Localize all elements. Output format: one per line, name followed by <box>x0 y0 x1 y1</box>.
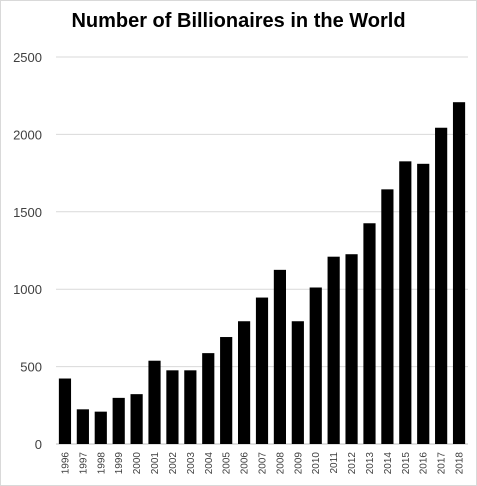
bar-1999 <box>112 397 125 444</box>
bar-2018 <box>452 102 466 444</box>
bar-1998 <box>94 411 107 444</box>
x-tick-label: 2017 <box>437 452 448 475</box>
x-tick-label: 2018 <box>455 452 466 475</box>
x-tick-label: 2015 <box>401 452 412 475</box>
y-tick-label: 2500 <box>13 50 42 65</box>
bar-2011 <box>327 256 340 444</box>
x-tick-label: 1998 <box>96 452 107 475</box>
bar-2009 <box>291 321 304 444</box>
bar-1997 <box>76 409 89 444</box>
x-tick-label: 2001 <box>150 452 161 475</box>
bar-2004 <box>202 353 215 444</box>
chart-title: Number of Billionaires in the World <box>71 10 406 32</box>
bar-2001 <box>148 360 161 444</box>
y-tick-label: 1000 <box>13 282 42 297</box>
bar-2014 <box>381 189 394 444</box>
bar-1996 <box>58 378 72 444</box>
x-tick-label: 2012 <box>347 452 358 475</box>
x-tick-label: 2005 <box>222 452 233 475</box>
bar-2017 <box>435 127 448 445</box>
bar-2008 <box>273 269 286 444</box>
x-tick-label: 2010 <box>311 452 322 475</box>
bar-2002 <box>166 370 179 444</box>
bar-2016 <box>417 163 430 444</box>
bar-2006 <box>238 321 251 444</box>
y-tick-label: 1500 <box>13 205 42 220</box>
x-tick-label: 2004 <box>204 452 215 475</box>
x-tick-label: 2009 <box>293 452 304 475</box>
x-tick-label: 1997 <box>78 452 89 475</box>
bar-2012 <box>345 254 358 444</box>
bar-2003 <box>184 370 197 444</box>
x-tick-label: 2003 <box>186 452 197 475</box>
x-tick-label: 1999 <box>114 452 125 475</box>
x-tick-label: 2011 <box>329 452 340 474</box>
bar-2010 <box>309 287 322 444</box>
bar-2015 <box>399 161 412 444</box>
x-tick-label: 2000 <box>132 452 143 475</box>
x-tick-label: 2016 <box>419 452 430 475</box>
bar-2000 <box>130 394 143 444</box>
x-tick-label: 2013 <box>365 452 376 475</box>
bar-2007 <box>255 297 269 444</box>
y-tick-label: 0 <box>35 437 42 452</box>
x-tick-label: 2002 <box>168 452 179 475</box>
x-tick-label: 2008 <box>275 452 286 475</box>
x-tick-label: 2007 <box>258 452 269 475</box>
y-tick-label: 500 <box>20 360 42 375</box>
x-tick-label: 1996 <box>60 452 71 475</box>
y-tick-label: 2000 <box>13 127 42 142</box>
bar-2005 <box>220 337 233 444</box>
x-tick-label: 2006 <box>240 452 251 475</box>
bar-2013 <box>363 223 376 444</box>
x-tick-label: 2014 <box>383 452 394 475</box>
